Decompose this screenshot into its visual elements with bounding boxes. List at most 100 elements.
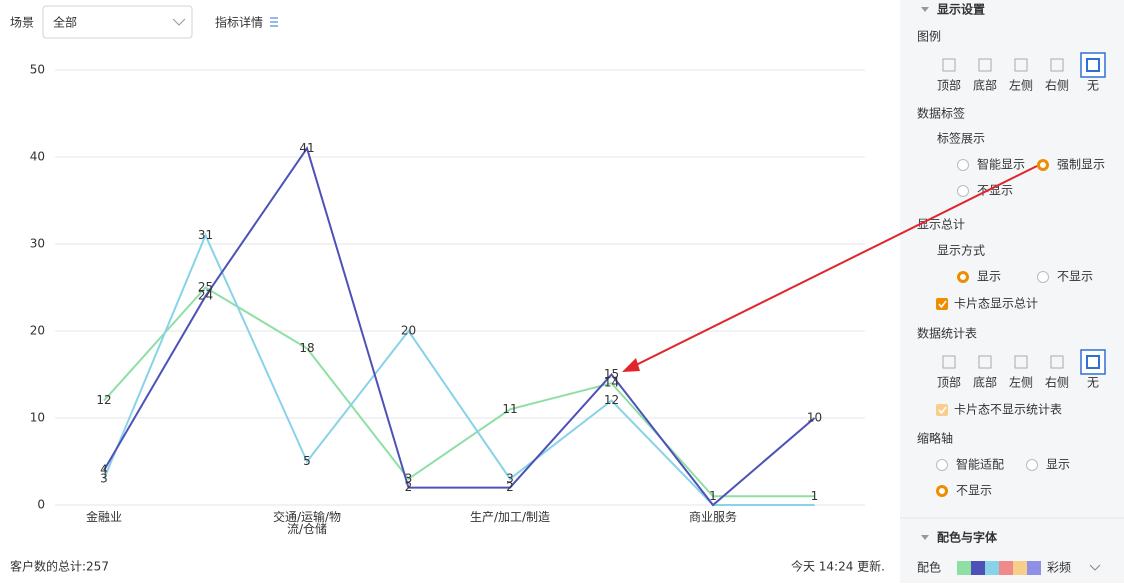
setting-label: 配色 [917,561,941,575]
radio[interactable] [1037,271,1049,283]
radio-label: 不显示 [956,484,992,498]
radio-label: 不显示 [977,184,1013,198]
radio-checked[interactable] [1037,159,1049,171]
data-label: 4 [100,463,108,477]
data-label: 12 [604,393,619,407]
y-tick-label: 0 [37,498,45,512]
data-label: 20 [401,324,416,338]
x-tick-text: 金融业 [85,511,122,524]
option-box-selected [1080,52,1106,78]
palette-swatch [985,561,999,575]
option-icon[interactable] [1014,355,1028,369]
option-icon[interactable] [942,355,956,369]
x-tick-label: 生产/加工/制造 [469,511,551,524]
setting-label: 标签展示 [937,131,985,146]
radio[interactable] [957,185,969,197]
check-mark [938,406,947,415]
radio[interactable] [936,459,948,471]
option-label: 右侧 [1045,78,1069,93]
x-tick-label: 交通/运输/物流/仓储 [272,511,342,536]
data-label: 12 [96,393,111,407]
option-icon[interactable] [1050,58,1064,72]
option-icon[interactable] [978,58,992,72]
radio-label: 智能显示 [977,157,1025,172]
setting-label: 数据统计表 [917,326,977,341]
option-icon[interactable] [1086,355,1100,369]
setting-label: 图例 [917,30,941,44]
option-icon[interactable] [1014,58,1028,72]
data-label: 2 [506,480,514,494]
detail-link[interactable]: 指标详情 [215,15,263,30]
scene-label: 场景 [10,16,34,30]
radio-label: 不显示 [1057,270,1093,284]
y-tick-label: 50 [30,63,45,77]
data-label: 2 [405,480,413,494]
data-label: 1 [811,489,819,503]
option-label: 顶部 [937,78,961,93]
series-line [103,286,815,498]
x-tick-label: 金融业 [85,511,122,524]
x-tick-label: 商业服务 [688,511,737,524]
radio[interactable] [1026,459,1038,471]
data-label: 3 [506,471,514,485]
x-tick-text: 商业服务 [688,511,737,524]
data-label: 31 [198,228,213,242]
setting-label: 缩略轴 [917,431,953,446]
checkbox-label: 卡片态显示总计 [954,297,1038,311]
option-label: 左侧 [1009,375,1033,390]
scene-select[interactable] [42,5,193,39]
checkbox[interactable] [936,298,948,310]
palette-swatch [1027,561,1041,575]
list-icon [270,17,278,27]
palette-swatch [1013,561,1027,575]
radio[interactable] [957,159,969,171]
data-label: 15 [604,367,619,381]
checkbox-label: 卡片态不显示统计表 [954,403,1062,417]
data-label: 24 [198,289,213,303]
radio-label: 显示 [1046,458,1070,472]
series-line [103,146,816,507]
setting-label: 显示方式 [937,243,985,258]
y-tick-label: 40 [30,150,45,164]
data-label: 25 [198,280,213,294]
footer-total: 客户数的总计:257 [10,559,109,574]
section-title: 配色与字体 [937,530,998,545]
palette-swatch [999,561,1013,575]
data-label: 14 [604,376,619,390]
scene-value[interactable]: 全部 [53,15,77,30]
y-tick-label: 30 [30,237,45,251]
option-icon[interactable] [1050,355,1064,369]
radio-label: 显示 [977,270,1001,284]
arrow-head [622,358,640,372]
select-chevron [172,18,186,26]
radio-label: 智能适配 [956,457,1004,472]
option-box-selected [1080,349,1106,375]
data-label: 18 [299,341,314,355]
palette-name: 彩频 [1047,561,1071,575]
option-label: 底部 [973,375,997,390]
option-label: 左侧 [1009,78,1033,93]
option-label: 底部 [973,78,997,93]
data-label: 3 [100,471,108,485]
option-icon[interactable] [942,58,956,72]
x-tick-text: 交通/运输/物流/仓储 [272,511,342,536]
palette-swatch [971,561,985,575]
y-tick-label: 20 [30,324,45,338]
option-label: 右侧 [1045,375,1069,390]
option-icon[interactable] [978,355,992,369]
option-label: 无 [1087,376,1099,390]
collapse-icon [921,7,929,12]
data-label: 41 [299,141,314,155]
checkbox[interactable] [936,404,948,416]
radio-checked[interactable] [957,271,969,283]
setting-label: 显示总计 [917,218,965,232]
data-label: 3 [405,471,413,485]
check-mark [938,300,947,309]
option-icon[interactable] [1086,58,1100,72]
data-label: 11 [502,402,517,416]
x-tick-text: 生产/加工/制造 [469,511,551,524]
radio-checked[interactable] [936,485,948,497]
option-label: 顶部 [937,375,961,390]
